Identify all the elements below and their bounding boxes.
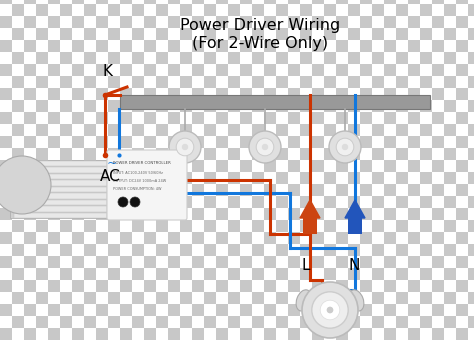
Text: POWER DRIVER CONTROLLER: POWER DRIVER CONTROLLER (113, 161, 171, 165)
Circle shape (327, 307, 333, 313)
Bar (14, 212, 107, 218)
Circle shape (169, 131, 201, 163)
Bar (14, 161, 107, 167)
Circle shape (336, 138, 354, 156)
Text: INPUT: AC100-240V 50/60Hz: INPUT: AC100-240V 50/60Hz (113, 171, 163, 175)
FancyBboxPatch shape (107, 150, 187, 220)
Bar (14, 200, 107, 205)
Circle shape (130, 197, 140, 207)
Polygon shape (345, 200, 365, 218)
Polygon shape (300, 200, 320, 218)
Text: N: N (349, 258, 360, 273)
Text: AC: AC (100, 169, 121, 184)
Bar (14, 174, 107, 179)
Text: Power Driver Wiring: Power Driver Wiring (180, 18, 340, 33)
Circle shape (312, 292, 348, 328)
Bar (14, 193, 107, 199)
Bar (14, 206, 107, 211)
Text: L: L (302, 258, 310, 273)
Bar (14, 187, 107, 192)
Circle shape (320, 300, 340, 320)
Bar (348, 218, 362, 234)
Circle shape (118, 197, 128, 207)
Circle shape (256, 138, 274, 156)
Circle shape (302, 282, 358, 338)
Ellipse shape (296, 290, 311, 311)
Text: OUTPUT: DC24V 1000mA 24W: OUTPUT: DC24V 1000mA 24W (113, 179, 166, 183)
Circle shape (329, 131, 361, 163)
Text: K: K (103, 64, 113, 79)
Circle shape (262, 144, 268, 150)
Text: (For 2-Wire Only): (For 2-Wire Only) (192, 36, 328, 51)
Bar (14, 167, 107, 173)
Circle shape (342, 144, 348, 150)
Circle shape (0, 156, 51, 214)
Bar (303, 218, 317, 234)
Circle shape (249, 131, 281, 163)
Bar (10, 160, 111, 218)
Bar (14, 180, 107, 186)
Bar (120, 95, 430, 109)
Ellipse shape (349, 290, 364, 311)
Text: POWER CONSUMPTION: 4W: POWER CONSUMPTION: 4W (113, 187, 162, 191)
Text: ~: ~ (107, 157, 118, 170)
Circle shape (176, 138, 194, 156)
Circle shape (182, 144, 188, 150)
